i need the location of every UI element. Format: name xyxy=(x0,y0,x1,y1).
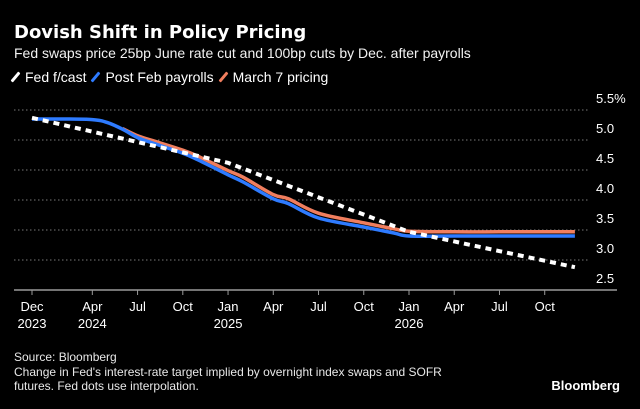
y-tick-label: 5.0 xyxy=(596,121,614,136)
chart-subtitle: Fed swaps price 25bp June rate cut and 1… xyxy=(14,45,471,61)
note-line-1: Change in Fed's interest-rate target imp… xyxy=(14,364,442,379)
y-tick-label: 4.0 xyxy=(596,181,614,196)
legend-label-march-7-pricing: March 7 pricing xyxy=(232,69,329,85)
y-tick-label: 3.5 xyxy=(596,211,614,226)
x-tick-label: Apr xyxy=(82,299,103,314)
x-tick-label: Apr xyxy=(444,299,465,314)
x-tick-label: Jul xyxy=(310,299,327,314)
x-tick-sublabel: 2026 xyxy=(395,316,424,331)
series-line-post-feb-payrolls xyxy=(31,117,575,238)
y-axis-labels: 5.5% 5.0 4.5 4.0 3.5 3.0 2.5 xyxy=(596,91,626,286)
chart-title: Dovish Shift in Policy Pricing xyxy=(14,22,307,43)
x-tick-label: Jul xyxy=(129,299,146,314)
y-tick-label: 4.5 xyxy=(596,151,614,166)
x-tick-label: Jul xyxy=(491,299,508,314)
x-axis-ticks: Dec 2023 Apr 2024 Jul Oct Jan 2025 Apr Jul Oct Jan 2… xyxy=(18,290,556,331)
legend-item-fed-forecast: Fed f/cast xyxy=(10,69,87,85)
x-tick-label: Jan xyxy=(218,299,239,314)
x-tick-label: Oct xyxy=(354,299,375,314)
x-tick-label: Dec xyxy=(20,299,44,314)
y-tick-label: 2.5 xyxy=(596,271,614,286)
x-tick-sublabel: 2023 xyxy=(18,316,47,331)
bloomberg-logo: Bloomberg xyxy=(551,378,620,393)
legend-label-post-feb-payrolls: Post Feb payrolls xyxy=(105,69,214,85)
legend: Fed f/cast Post Feb payrolls March 7 pri… xyxy=(10,69,329,85)
source-text: Source: Bloomberg xyxy=(14,350,117,364)
y-tick-label: 5.5% xyxy=(596,91,626,106)
footnote: Source: Bloomberg Change in Fed's intere… xyxy=(14,350,442,394)
x-tick-sublabel: 2025 xyxy=(214,316,243,331)
legend-label-fed-forecast: Fed f/cast xyxy=(25,69,87,85)
y-tick-label: 3.0 xyxy=(596,241,614,256)
series-line-fed-f-cast xyxy=(31,115,576,270)
legend-item-march-7-pricing: March 7 pricing xyxy=(218,69,329,85)
x-tick-label: Oct xyxy=(173,299,194,314)
x-tick-label: Apr xyxy=(263,299,284,314)
series-lines xyxy=(31,115,576,270)
x-tick-label: Jan xyxy=(399,299,420,314)
legend-item-post-feb-payrolls: Post Feb payrolls xyxy=(90,69,214,85)
x-tick-label: Oct xyxy=(535,299,556,314)
note-line-2: futures. Fed dots use interpolation. xyxy=(14,379,199,393)
x-tick-sublabel: 2024 xyxy=(78,316,107,331)
series-line-march-7-pricing xyxy=(121,127,575,234)
